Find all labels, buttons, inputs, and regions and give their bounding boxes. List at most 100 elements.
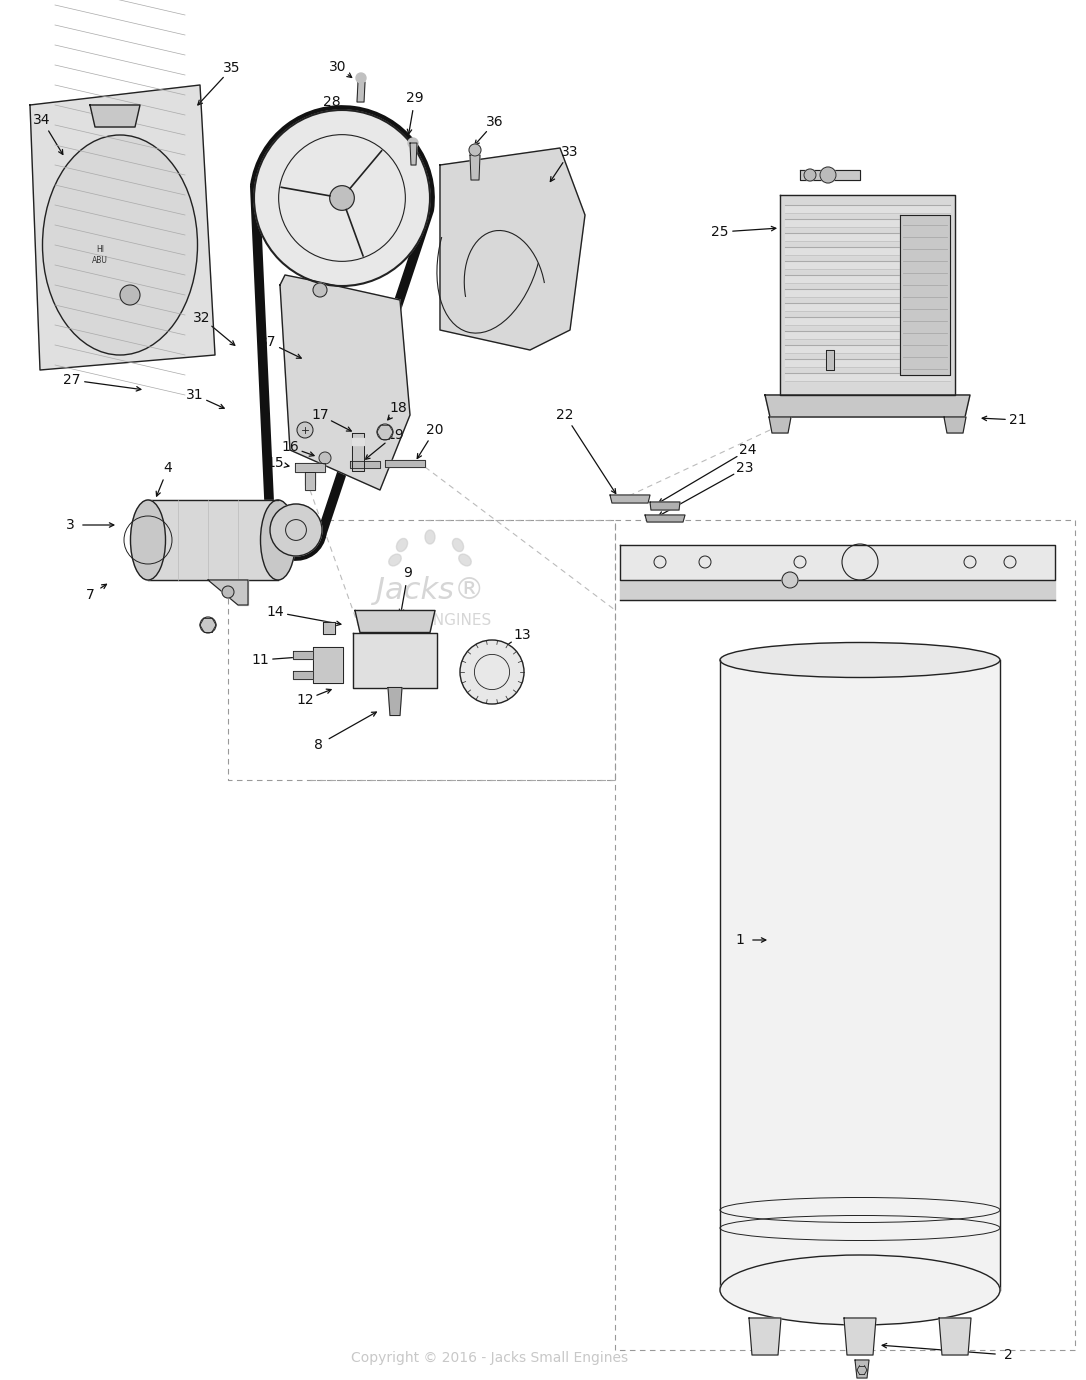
- Ellipse shape: [720, 1254, 1000, 1325]
- Ellipse shape: [453, 538, 464, 552]
- Polygon shape: [350, 461, 380, 468]
- Text: 24: 24: [740, 443, 757, 457]
- Polygon shape: [357, 81, 365, 102]
- Polygon shape: [620, 580, 1055, 600]
- Text: 9: 9: [404, 566, 413, 580]
- Circle shape: [820, 167, 836, 184]
- Ellipse shape: [458, 555, 471, 566]
- Text: 16: 16: [281, 440, 299, 454]
- Text: 34: 34: [34, 113, 51, 127]
- Polygon shape: [353, 632, 438, 687]
- Text: Copyright © 2016 - Jacks Small Engines: Copyright © 2016 - Jacks Small Engines: [352, 1351, 629, 1365]
- Circle shape: [804, 168, 816, 181]
- Text: 30: 30: [329, 59, 346, 75]
- Polygon shape: [900, 215, 950, 375]
- Polygon shape: [785, 206, 950, 213]
- Text: 7: 7: [86, 588, 94, 602]
- Polygon shape: [785, 359, 950, 367]
- Polygon shape: [765, 395, 970, 417]
- Text: 4: 4: [164, 461, 173, 475]
- Polygon shape: [90, 105, 140, 127]
- Polygon shape: [292, 651, 313, 660]
- Ellipse shape: [130, 500, 165, 580]
- Circle shape: [408, 138, 418, 148]
- Polygon shape: [305, 465, 315, 484]
- Text: 15: 15: [266, 455, 283, 471]
- Polygon shape: [610, 495, 651, 502]
- Circle shape: [119, 286, 140, 305]
- Text: 22: 22: [556, 408, 573, 422]
- Text: 19: 19: [387, 428, 404, 442]
- Polygon shape: [295, 464, 325, 472]
- Polygon shape: [323, 621, 334, 633]
- Polygon shape: [785, 288, 950, 297]
- Circle shape: [254, 110, 430, 286]
- Circle shape: [222, 586, 233, 598]
- Ellipse shape: [396, 538, 407, 552]
- Circle shape: [356, 73, 366, 83]
- Polygon shape: [411, 144, 417, 166]
- Circle shape: [319, 453, 331, 464]
- Text: 31: 31: [186, 388, 204, 402]
- Ellipse shape: [389, 555, 401, 566]
- Text: 29: 29: [406, 91, 424, 105]
- Circle shape: [782, 571, 798, 588]
- Polygon shape: [800, 170, 860, 179]
- Text: 37: 37: [260, 335, 277, 349]
- Circle shape: [469, 144, 481, 156]
- Polygon shape: [780, 195, 955, 395]
- Text: HI
ABU: HI ABU: [92, 246, 108, 265]
- Text: 18: 18: [389, 402, 407, 415]
- Text: 32: 32: [193, 310, 211, 326]
- Polygon shape: [440, 148, 585, 351]
- Polygon shape: [785, 261, 950, 269]
- Polygon shape: [785, 247, 950, 255]
- Text: 12: 12: [296, 693, 314, 707]
- Polygon shape: [855, 1361, 869, 1379]
- Polygon shape: [769, 417, 791, 433]
- Polygon shape: [785, 345, 950, 353]
- Text: 1: 1: [735, 933, 744, 947]
- Polygon shape: [944, 417, 967, 433]
- Ellipse shape: [720, 643, 1000, 678]
- Polygon shape: [355, 610, 435, 632]
- Polygon shape: [305, 472, 315, 490]
- Polygon shape: [651, 502, 680, 511]
- Polygon shape: [785, 275, 950, 283]
- Text: 20: 20: [426, 424, 444, 437]
- Text: 36: 36: [487, 115, 504, 128]
- Text: 6: 6: [205, 551, 214, 564]
- Polygon shape: [148, 500, 278, 580]
- Text: 23: 23: [736, 461, 754, 475]
- Circle shape: [296, 422, 313, 437]
- Text: 17: 17: [312, 408, 329, 422]
- Polygon shape: [352, 433, 364, 471]
- Circle shape: [460, 640, 525, 704]
- Circle shape: [330, 186, 354, 210]
- Polygon shape: [785, 233, 950, 242]
- Circle shape: [377, 424, 393, 440]
- Polygon shape: [620, 545, 1055, 580]
- Ellipse shape: [425, 530, 435, 544]
- Text: 8: 8: [314, 738, 323, 752]
- Polygon shape: [280, 275, 411, 490]
- Polygon shape: [785, 317, 950, 326]
- Ellipse shape: [42, 135, 198, 355]
- Polygon shape: [292, 671, 313, 679]
- Text: 35: 35: [224, 61, 241, 75]
- Text: 33: 33: [561, 145, 579, 159]
- Polygon shape: [939, 1318, 971, 1355]
- Circle shape: [200, 617, 216, 633]
- Text: SMALL ENGINES: SMALL ENGINES: [368, 613, 492, 628]
- Text: 3: 3: [65, 518, 74, 533]
- Polygon shape: [826, 351, 834, 370]
- Text: Jacks®: Jacks®: [376, 575, 484, 604]
- Text: 14: 14: [266, 604, 283, 620]
- Polygon shape: [388, 687, 402, 715]
- Circle shape: [270, 504, 323, 556]
- Polygon shape: [785, 219, 950, 226]
- Polygon shape: [844, 1318, 876, 1355]
- Polygon shape: [785, 304, 950, 310]
- Text: 21: 21: [1009, 413, 1026, 426]
- Text: 27: 27: [63, 373, 80, 386]
